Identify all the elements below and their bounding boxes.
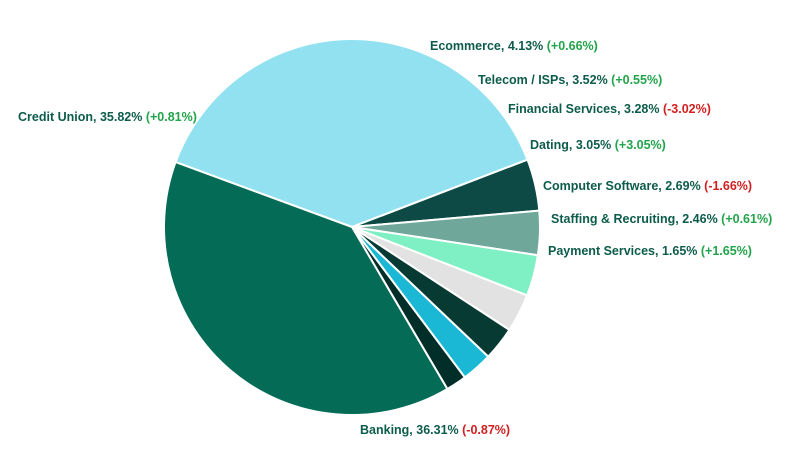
slice-label-name: Computer Software, 2.69% [543,179,704,193]
slice-label-change: (+0.61%) [721,212,772,226]
slice-label-credit-union: Credit Union, 35.82% (+0.81%) [18,110,197,124]
slice-label-ecommerce: Ecommerce, 4.13% (+0.66%) [430,39,598,53]
slice-label-name: Financial Services, 3.28% [508,102,663,116]
slice-label-financial-services: Financial Services, 3.28% (-3.02%) [508,102,711,116]
pie-slices [163,38,541,416]
slice-label-telecom-isps: Telecom / ISPs, 3.52% (+0.55%) [478,73,662,87]
slice-label-change: (-3.02%) [663,102,711,116]
slice-label-name: Payment Services, 1.65% [548,244,701,258]
pie-labels: Credit Union, 35.82% (+0.81%) Ecommerce, … [18,39,772,437]
slice-label-staffing-recruiting: Staffing & Recruiting, 2.46% (+0.61%) [551,212,772,226]
pie-slice-credit-union [174,38,529,229]
slice-label-dating: Dating, 3.05% (+3.05%) [530,138,666,152]
slice-label-computer-software: Computer Software, 2.69% (-1.66%) [543,179,752,193]
slice-label-change: (+3.05%) [615,138,666,152]
slice-label-name: Telecom / ISPs, 3.52% [478,73,611,87]
slice-label-name: Banking, 36.31% [360,423,462,437]
pie-slice-banking [163,160,449,416]
slice-label-banking: Banking, 36.31% (-0.87%) [360,423,510,437]
slice-label-change: (-0.87%) [462,423,510,437]
slice-label-change: (+0.55%) [611,73,662,87]
slice-label-change: (+0.81%) [146,110,197,124]
slice-label-name: Credit Union, 35.82% [18,110,146,124]
slice-label-payment-services: Payment Services, 1.65% (+1.65%) [548,244,752,258]
slice-label-change: (+1.65%) [701,244,752,258]
slice-label-name: Dating, 3.05% [530,138,615,152]
slice-label-change: (-1.66%) [704,179,752,193]
slice-label-name: Staffing & Recruiting, 2.46% [551,212,721,226]
slice-label-name: Ecommerce, 4.13% [430,39,547,53]
slice-label-change: (+0.66%) [547,39,598,53]
